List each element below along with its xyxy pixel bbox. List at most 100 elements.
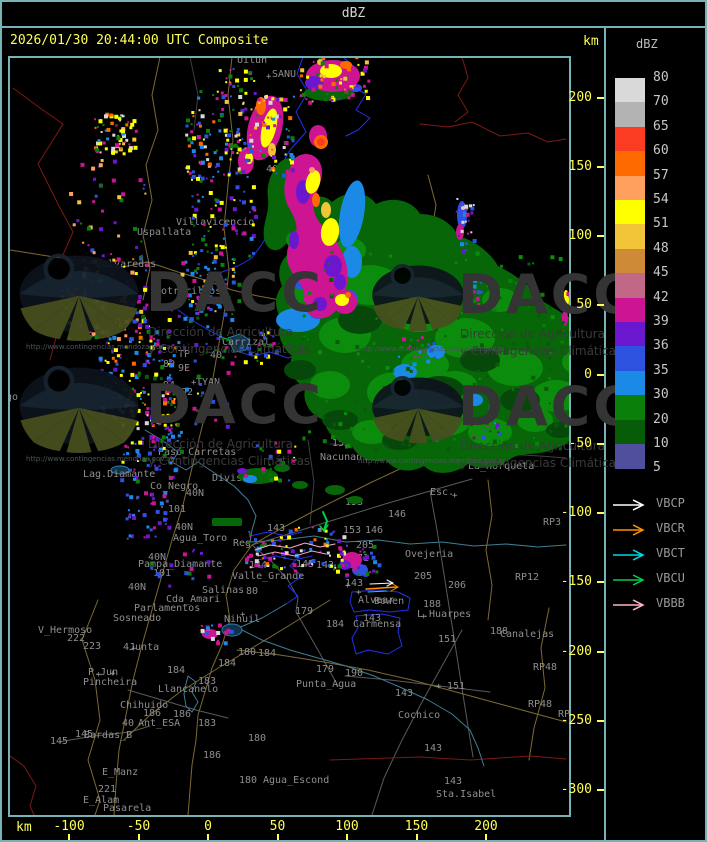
scale-swatch [615, 224, 645, 250]
map-label: ago [10, 392, 19, 403]
map-label: Parlamentos [134, 603, 201, 614]
legend-arrow-icon [613, 549, 645, 561]
legend-label: VBCT [656, 546, 685, 560]
map-label: 221 [98, 784, 117, 795]
scale-swatch [615, 200, 645, 225]
map-label: Agua_Toro [173, 533, 228, 544]
scale-swatch [615, 346, 645, 372]
map-label: L.Huarpes [417, 609, 472, 620]
station-marker-icon: + [110, 669, 116, 679]
x-tick [207, 834, 209, 840]
map-label: Villavicencio [176, 217, 255, 228]
scale-label: 39 [653, 314, 669, 329]
map-label: 146 [388, 509, 407, 520]
y-tick [597, 165, 604, 168]
scale-label: 48 [653, 240, 669, 256]
map-label: 9E [178, 363, 191, 374]
scale-label: 70 [653, 94, 669, 110]
scale-swatch [615, 78, 645, 103]
map-label: 205 [356, 540, 375, 551]
map-label: RP48 [528, 699, 553, 710]
map-label: 151 [438, 634, 457, 645]
titlebar-divider [0, 26, 707, 28]
x-tick [485, 834, 487, 840]
map-label: E_Alam [83, 795, 120, 806]
station-marker-icon: + [191, 378, 197, 388]
x-tick-label: 50 [269, 819, 286, 834]
map-label: 143 [444, 776, 463, 787]
map-label: 40N [128, 582, 147, 593]
map-label: Nihuil [224, 614, 261, 625]
legend-label: VBCU [656, 571, 685, 585]
station-marker-icon: + [96, 670, 102, 680]
map-label: 143 [345, 578, 364, 589]
scale-label: 5 [653, 460, 661, 476]
map-label: TYAN [196, 377, 221, 388]
map-label: 179 [316, 664, 335, 675]
y-tick [597, 512, 604, 514]
y-tick-label: -150 [560, 574, 592, 590]
station-marker-icon: + [266, 72, 272, 82]
map-label: Lag.Diamante [83, 469, 156, 480]
map-label: 186 [203, 750, 222, 761]
scale-swatch [615, 419, 645, 445]
map-label: 183 [198, 718, 217, 729]
map-label: TP [178, 349, 191, 360]
y-tick-label: -200 [560, 643, 592, 659]
map-label: 145 [75, 729, 94, 740]
y-tick [597, 442, 604, 445]
scale-swatch [615, 151, 645, 177]
map-label: Sosneado [113, 613, 162, 624]
scale-label: 54 [653, 192, 669, 207]
y-tick-label: -50 [568, 435, 592, 451]
map-label: SANU [272, 69, 297, 80]
y-tick [597, 304, 604, 307]
station-marker-icon: + [131, 644, 137, 654]
scale-swatch [615, 395, 645, 421]
map-label: Ovejeria [405, 549, 454, 560]
map-label: 184 [258, 648, 277, 659]
map-label: 184 [326, 619, 345, 630]
scale-label: 36 [653, 338, 669, 354]
storm-vectors [254, 511, 400, 593]
y-tick-label: 0 [584, 366, 592, 382]
map-label: RP [558, 709, 571, 720]
map-label: Salinas [202, 585, 245, 596]
map-label: 186 [173, 709, 192, 720]
map-label: Bardas_B [84, 730, 133, 741]
x-tick [346, 834, 348, 840]
map-label: RP48 [533, 662, 558, 673]
map-label: 4Junta [123, 642, 160, 653]
scale-label: 60 [653, 143, 669, 159]
panel-divider [604, 26, 606, 842]
legend-item: VBCU [612, 571, 685, 586]
x-tick-label: -50 [126, 819, 151, 834]
y-tick [597, 96, 604, 99]
map-label: 179 [295, 606, 314, 617]
page-title: dBZ [341, 6, 366, 21]
x-tick-label: -100 [53, 819, 85, 834]
map-label: 183 [198, 676, 217, 687]
station-marker-icon: + [452, 491, 458, 501]
y-tick [597, 789, 604, 791]
map-label: 180 [239, 775, 258, 786]
map-label: 143 [267, 523, 286, 534]
x-tick-label: 150 [404, 819, 429, 834]
map-label: 206 [448, 580, 467, 591]
map-label: 40N [148, 552, 167, 563]
x-tick-label: 100 [335, 819, 359, 834]
y-tick [597, 719, 604, 722]
map-label: Cda_Amari [166, 594, 221, 605]
map-label: Pasarela [103, 803, 152, 814]
map-label: Nacunan [320, 452, 363, 463]
x-tick-label: 200 [474, 819, 498, 834]
map-label: RP3 [543, 517, 562, 528]
legend-label: VBBB [656, 596, 685, 610]
map-label: Co_Negro [150, 481, 199, 492]
station-marker-icon: + [436, 682, 442, 692]
scale-label: 20 [653, 411, 669, 427]
map-label: 40 [210, 350, 223, 361]
map-label: 186 [143, 708, 162, 719]
map-label: Cochico [398, 710, 441, 721]
